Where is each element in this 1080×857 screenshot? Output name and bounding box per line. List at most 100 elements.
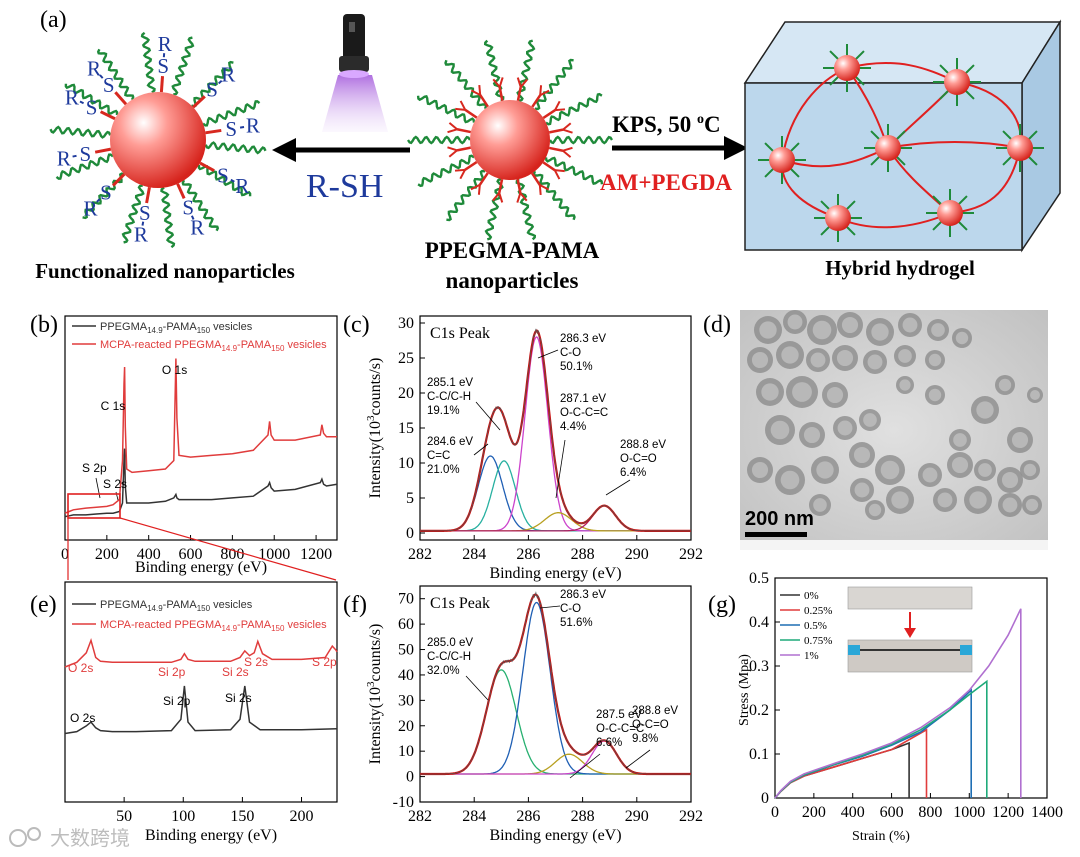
network-nanoparticle	[1007, 135, 1033, 161]
x-axis-label: Strain (%)	[852, 829, 910, 844]
y-tick-label: 0.1	[749, 746, 769, 763]
tem-vesicle-core	[928, 388, 942, 402]
legend-entry: MCPA-reacted PPEGMA14.9-PAMA150 vesicles	[100, 619, 327, 633]
x-tick-label: 1000	[953, 804, 985, 821]
zoom-spectrum	[64, 637, 338, 668]
node-arm	[895, 130, 906, 141]
x-tick-label: 290	[625, 546, 649, 563]
network-nanoparticle	[875, 135, 901, 161]
thiol-bond	[79, 100, 85, 105]
red-arm-branch	[554, 169, 565, 173]
plot-frame	[774, 577, 1048, 799]
tem-image: 200 nm	[740, 310, 1048, 550]
tem-vesicle-core	[816, 461, 834, 479]
peak-label: Si 2s	[222, 665, 249, 679]
thiol-r-label: R	[65, 86, 79, 110]
green-chain	[204, 141, 267, 155]
photo-arrow-head	[904, 628, 916, 638]
node-arm	[895, 155, 906, 166]
watermark: 大数跨境	[9, 827, 130, 850]
watermark-text: 大数跨境	[50, 827, 130, 850]
green-chain	[446, 169, 486, 222]
y-axis-label: Intensity(103counts/s)	[365, 358, 384, 499]
green-chain	[407, 135, 471, 145]
red-arm-branch	[447, 146, 458, 152]
uv-lamp-icon	[322, 14, 388, 132]
tem-vesicle-core	[902, 317, 918, 333]
node-arm	[939, 64, 950, 75]
red-arm	[145, 186, 151, 204]
node-arm	[854, 50, 865, 61]
red-arm-branch	[477, 184, 481, 195]
green-chain	[49, 125, 112, 139]
legend-entry: PPEGMA14.9-PAMA150 vesicles	[100, 599, 253, 613]
tem-vesicle-core	[1011, 431, 1029, 449]
chart-b-xps-survey: 0 200 400 600 800 1000 1200 PPEGMA14.9-PAMA150 …	[61, 315, 338, 576]
red-arm-branch	[492, 78, 501, 88]
peak-annotation: 288.8 eV	[620, 439, 666, 451]
tem-vesicle-core	[1002, 497, 1018, 513]
x-axis-label: Binding energy (eV)	[489, 565, 621, 582]
thiol-r-label: R	[134, 222, 148, 246]
tem-scale-bar-label: 200 nm	[745, 508, 814, 530]
x-tick-label: 1400	[1031, 804, 1063, 821]
thiol-r-label: R	[57, 146, 71, 170]
legend-entry: 0%	[804, 590, 819, 602]
node-arm	[932, 220, 943, 231]
y-tick-label: 20	[398, 718, 414, 735]
raw-spectrum	[420, 591, 692, 775]
thiol-r-label: R	[84, 196, 98, 220]
green-chain	[483, 39, 505, 102]
green-chain	[191, 60, 234, 108]
peak-label: S 2s	[103, 477, 127, 491]
annotation-pointer	[465, 675, 489, 701]
peak-annotation: 285.1 eV	[427, 377, 473, 389]
green-chain	[548, 135, 614, 145]
left-caption: Functionalized nanoparticles	[35, 259, 295, 283]
x-tick-label: 292	[679, 808, 703, 825]
thiol-r-label: R	[246, 114, 260, 138]
tem-vesicle-core	[853, 446, 871, 464]
stress-strain-curve	[774, 688, 973, 799]
peak-label: C 1s	[101, 399, 126, 413]
thiol-bond	[99, 74, 104, 79]
survey-spectrum	[64, 448, 338, 518]
thiol-r-label: R	[158, 32, 172, 56]
peak-label: O 1s	[162, 363, 187, 377]
red-arm	[456, 128, 472, 134]
green-chain	[484, 177, 504, 241]
peak-annotation: 4.4%	[560, 421, 586, 433]
red-arm-branch	[562, 149, 572, 158]
right-caption: Hybrid hydrogel	[825, 256, 975, 280]
fit-component	[420, 336, 691, 532]
node-arm	[870, 155, 881, 166]
tem-vesicle-core	[813, 498, 827, 512]
zoom-spectrum	[64, 685, 338, 735]
annotation-pointer	[475, 401, 501, 431]
node-arm	[1027, 155, 1038, 166]
x-tick-label: 290	[625, 808, 649, 825]
tem-vesicle-core	[826, 386, 844, 404]
peak-annotation: C-C/C-H	[427, 391, 471, 403]
red-arm-branch	[454, 168, 466, 172]
red-arm-branch	[447, 128, 458, 134]
peak-annotation: 6.6%	[596, 737, 622, 749]
legend-entry: PPEGMA14.9-PAMA150 vesicles	[100, 321, 253, 335]
chart-title: C1s Peak	[430, 325, 490, 342]
red-arm-branch	[554, 100, 561, 111]
red-arm	[464, 108, 478, 119]
tem-vesicle-core	[841, 316, 859, 334]
red-arm-branch	[498, 192, 504, 203]
green-chain	[444, 59, 488, 110]
chart-e-xps-zoom: 50 100 150 200 PPEGMA14.9-PAMA150 vesicles MC…	[64, 581, 338, 844]
red-arm-branch	[516, 192, 522, 203]
chart-c-c1s-peak: 282 284 286 288 290 292 0 5 10 15 20 25 30 C1s Peak 28…	[365, 315, 703, 582]
tem-vesicle-core	[812, 320, 832, 340]
y-tick-label: 5	[406, 490, 414, 507]
x-tick-label: 1200	[992, 804, 1024, 821]
tem-vesicle-core	[898, 349, 912, 363]
panel-label-g: (g)	[708, 592, 736, 618]
network-nanoparticle	[769, 147, 795, 173]
tem-vesicle-core	[863, 413, 877, 427]
tem-vesicle-core	[1030, 390, 1040, 400]
